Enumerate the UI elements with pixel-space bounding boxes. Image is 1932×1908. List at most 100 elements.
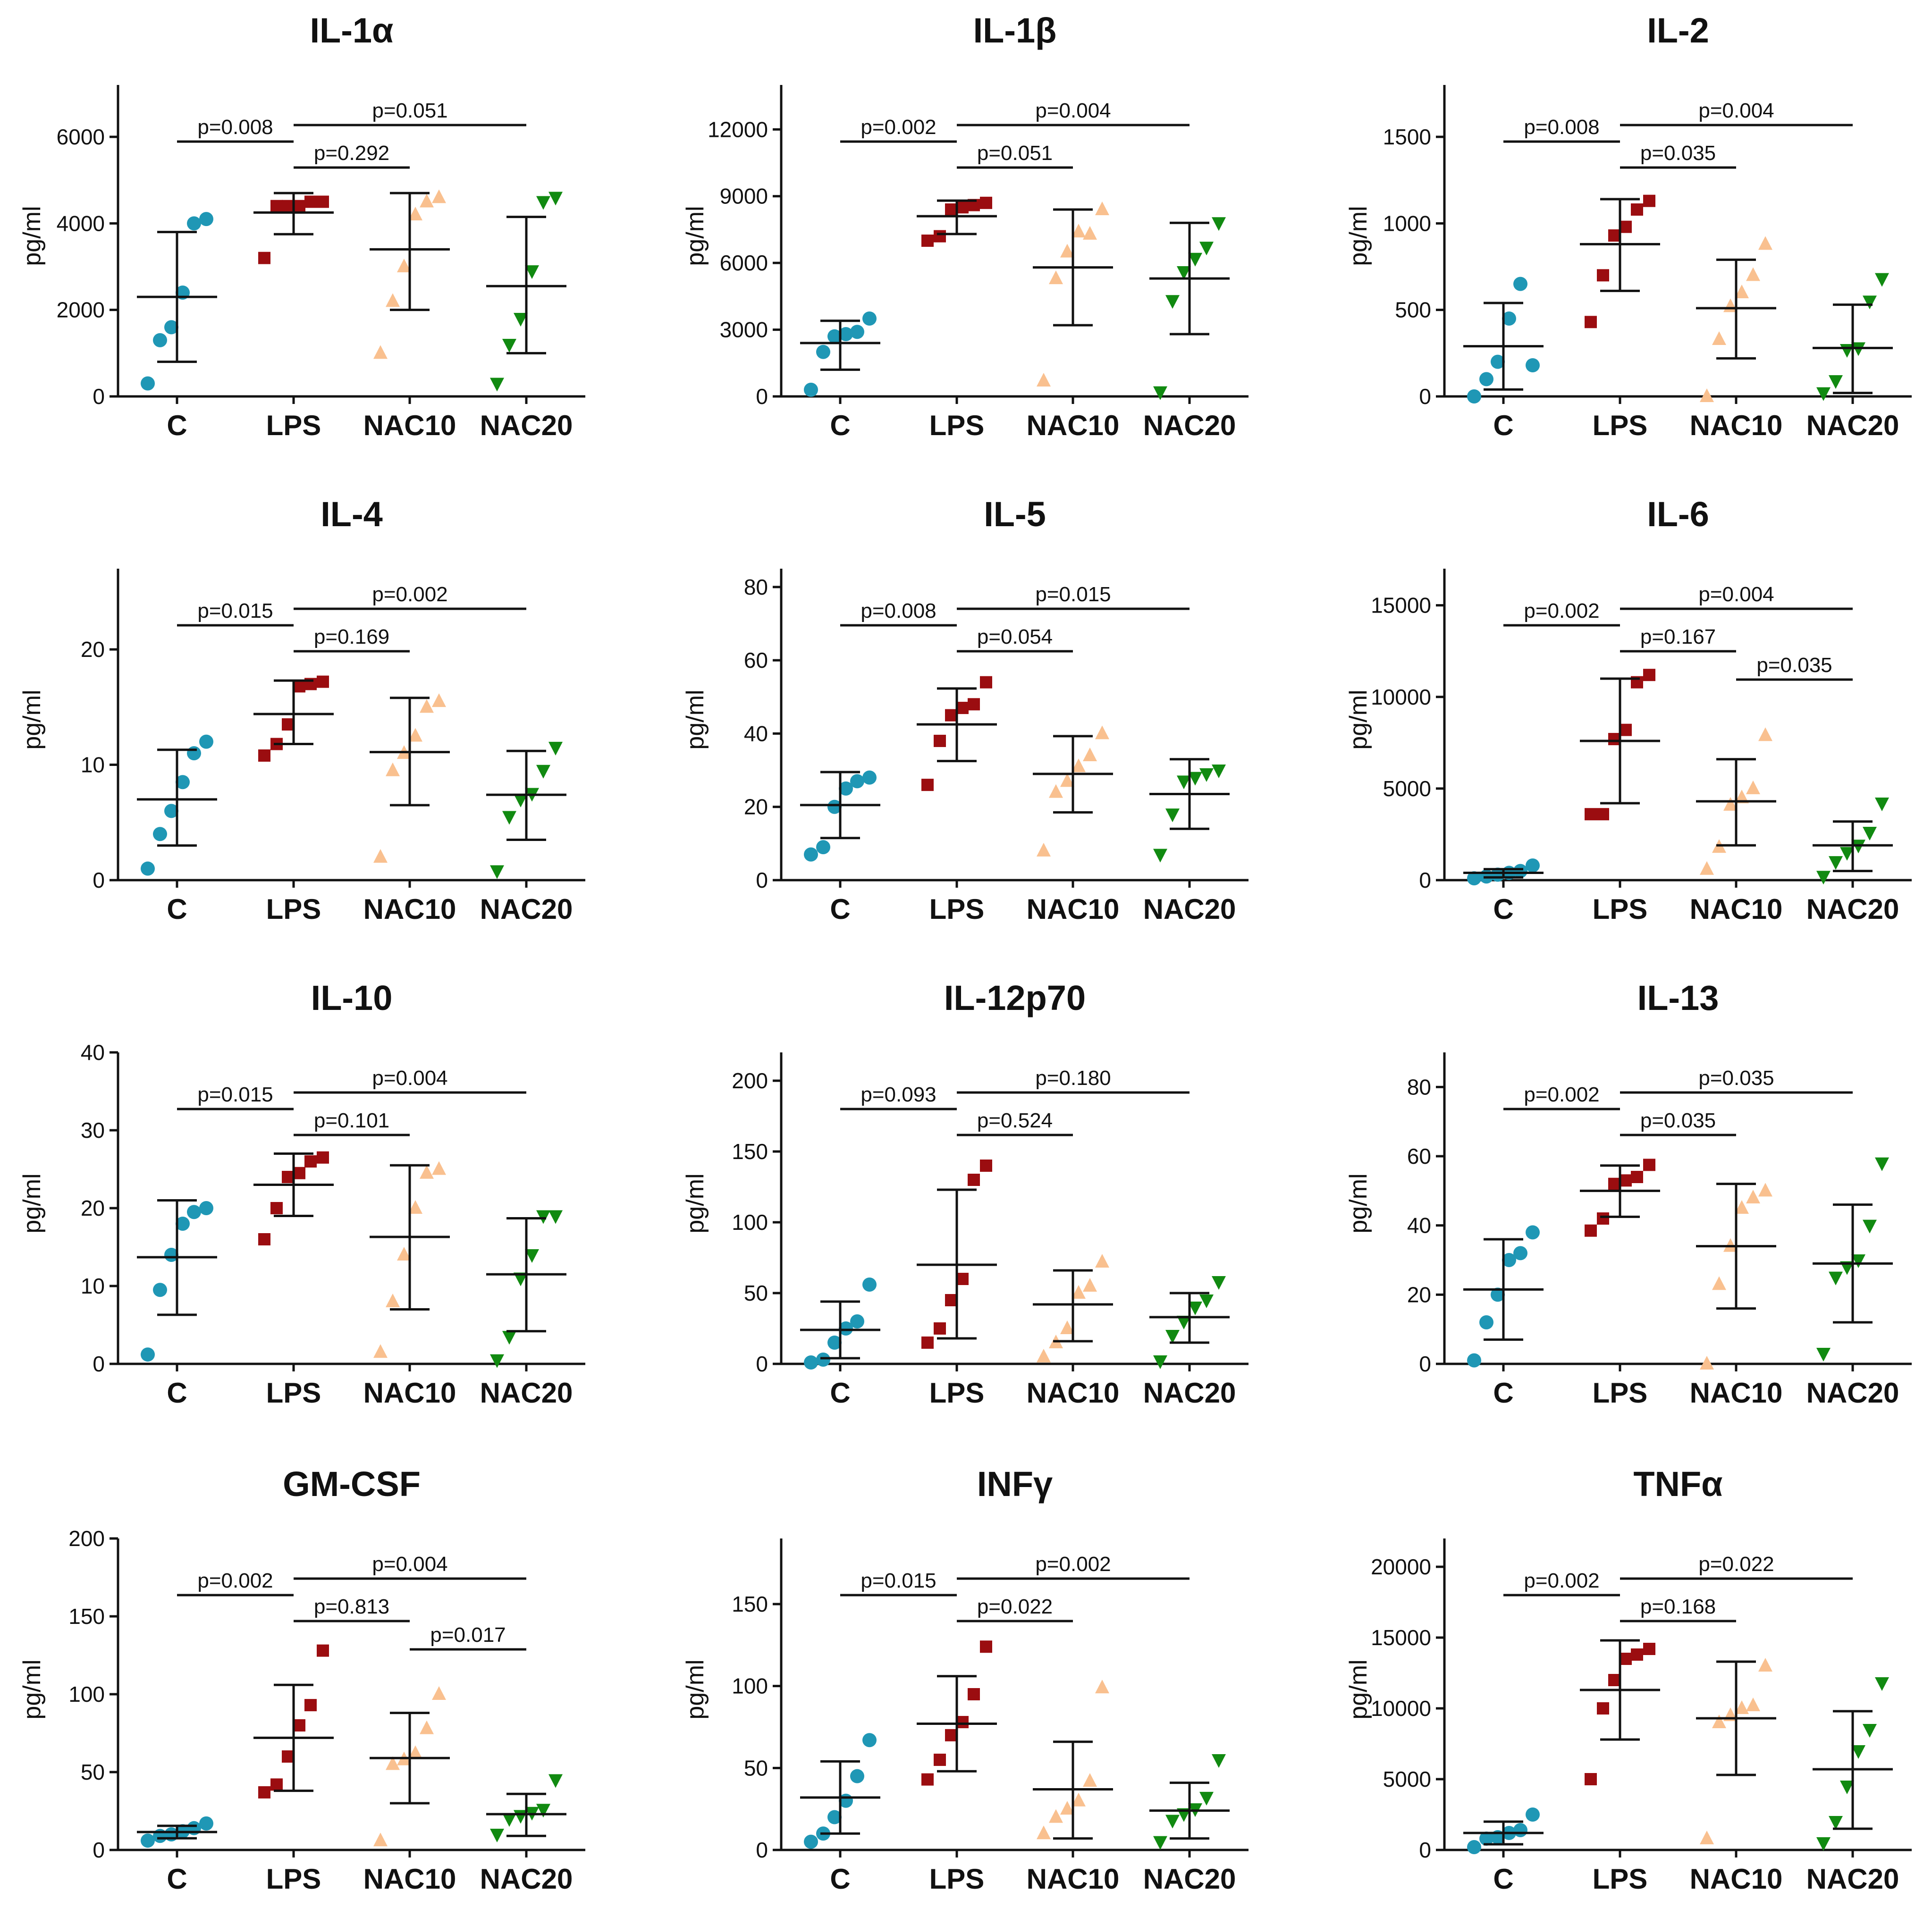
data-point-c [199,1201,213,1215]
data-point-lps [270,1778,283,1791]
data-point-nac10 [432,1161,446,1175]
data-point-nac10 [373,345,388,359]
data-point-c [804,847,818,862]
data-point-nac20 [1188,772,1202,786]
x-tick-label-c: C [830,893,850,925]
y-tick-label: 12000 [708,117,768,142]
y-tick-label: 150 [732,1592,768,1616]
x-tick-label-nac10: NAC10 [363,410,456,441]
data-point-c [839,1321,853,1336]
data-point-lps [1620,1653,1632,1665]
data-point-nac20 [1212,765,1226,779]
p-value-label: p=0.035 [1756,654,1832,677]
data-point-nac10 [420,1165,434,1179]
data-point-nac10 [1037,373,1051,387]
data-point-nac20 [548,192,563,206]
data-point-c [804,382,818,397]
data-point-nac10 [1700,861,1714,875]
data-point-c [816,345,830,359]
data-point-lps [968,1688,980,1700]
data-point-nac10 [1060,773,1074,787]
p-value-label: p=0.813 [314,1595,389,1618]
panel-il-12p70: IL-12p70 pg/ml 0 50 100 150 200 C LPS NAC10 NAC20 p… [682,978,1249,1409]
p-value-label: p=0.022 [1698,1553,1774,1576]
y-tick-label: 0 [756,384,768,409]
data-point-nac10 [1712,331,1726,345]
data-point-nac10 [1071,1285,1086,1299]
y-axis-label: pg/ml [1345,1173,1372,1233]
y-tick-label: 0 [756,868,768,892]
chart-title-il-4: IL-4 [321,495,383,534]
x-tick-label-nac10: NAC10 [1690,410,1783,441]
data-point-lps [304,1155,317,1168]
y-tick-label: 40 [81,1040,105,1065]
x-tick-label-nac20: NAC20 [1143,410,1236,441]
x-tick-label-nac10: NAC10 [1027,893,1120,925]
x-tick-label-c: C [167,1863,187,1895]
chart-title-il-10: IL-10 [311,978,393,1017]
data-point-nac20 [1840,847,1854,861]
data-point-nac20 [548,1210,563,1224]
data-point-lps [1608,733,1620,746]
x-tick-label-nac20: NAC20 [1143,893,1236,925]
data-point-c [141,1347,155,1362]
data-point-nac10 [1049,270,1063,285]
data-point-c [141,861,155,876]
data-point-nac20 [1863,295,1877,310]
data-point-nac10 [1746,1698,1760,1711]
y-tick-label: 2000 [57,298,105,322]
data-point-nac20 [548,1774,563,1788]
p-value-label: p=0.004 [372,1553,447,1576]
chart-title-il-12p70: IL-12p70 [944,978,1086,1017]
data-point-lps [1608,1177,1620,1190]
x-tick-label-c: C [167,893,187,925]
y-tick-label: 5000 [1383,776,1431,801]
panel-gm-csf: GM-CSF pg/ml 0 50 100 150 200 C LPS NAC10 NAC20 p=0… [18,1464,585,1895]
p-value-label: p=0.002 [861,116,936,139]
data-point-nac20 [502,1813,516,1827]
data-point-lps [293,1167,305,1179]
data-point-nac10 [1071,1792,1086,1807]
data-point-lps [317,675,329,688]
data-point-nac10 [386,293,400,307]
y-tick-label: 1500 [1383,125,1431,149]
y-axis-label: pg/ml [1345,1659,1372,1719]
data-point-c [1526,858,1540,873]
data-point-lps [304,195,317,208]
data-point-c [839,327,853,341]
data-point-nac20 [1816,1348,1831,1362]
y-axis-label: pg/ml [1345,206,1372,266]
x-tick-label-nac20: NAC20 [480,893,573,925]
data-point-c [1502,1253,1516,1267]
chart-title-il-6: IL-6 [1647,495,1709,534]
y-tick-label: 40 [1407,1213,1431,1238]
data-point-c [1479,1315,1493,1329]
data-point-nac10 [1083,226,1097,240]
x-tick-label-nac20: NAC20 [1806,1377,1899,1409]
data-point-lps [1608,1674,1620,1686]
y-tick-label: 0 [93,384,105,409]
data-point-lps [945,1294,957,1306]
data-point-c [862,1733,877,1748]
data-point-nac20 [536,1804,550,1818]
data-point-nac10 [1095,1254,1109,1268]
p-value-label: p=0.051 [977,142,1053,165]
data-point-lps [282,718,294,731]
chart-title-infgamma: INFγ [977,1464,1053,1504]
x-tick-label-lps: LPS [1593,1377,1648,1409]
data-point-c [164,804,178,818]
data-point-nac20 [514,1272,528,1286]
p-value-label: p=0.093 [861,1083,936,1106]
data-point-lps [1597,808,1609,821]
panel-infgamma: INFγ pg/ml 0 50 100 150 C LPS NAC10 NAC20 p=0.015 p… [682,1464,1249,1895]
y-axis-label: pg/ml [682,689,709,749]
y-axis-label: pg/ml [682,1173,709,1233]
x-tick-label-c: C [1493,1377,1513,1409]
data-point-nac10 [1758,1658,1772,1672]
data-point-nac20 [1863,1724,1877,1738]
data-point-nac20 [502,1331,516,1345]
data-point-c [1526,1807,1540,1822]
y-tick-label: 150 [68,1604,105,1629]
x-tick-label-c: C [830,410,850,441]
y-tick-label: 80 [1407,1075,1431,1099]
